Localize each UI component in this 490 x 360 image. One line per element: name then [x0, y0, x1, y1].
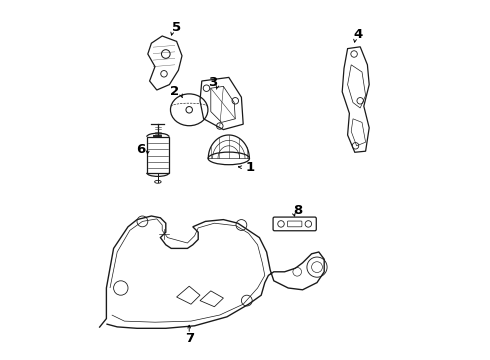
- Text: 1: 1: [246, 161, 255, 174]
- Text: 7: 7: [185, 332, 194, 345]
- Text: 2: 2: [170, 85, 179, 98]
- Text: 5: 5: [172, 21, 181, 33]
- Text: 6: 6: [136, 143, 145, 156]
- Text: 4: 4: [354, 28, 363, 41]
- Text: 8: 8: [294, 204, 303, 217]
- Text: 3: 3: [208, 76, 217, 89]
